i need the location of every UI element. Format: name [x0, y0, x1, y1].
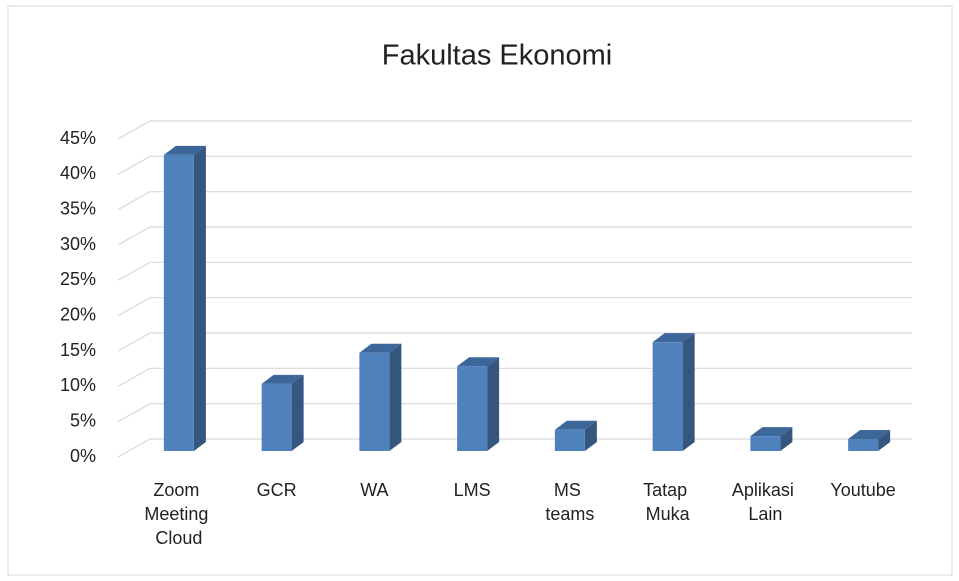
bar-side — [584, 420, 597, 451]
bar-group — [554, 420, 597, 451]
y-tick-label: 0% — [70, 446, 96, 466]
bar-top — [554, 420, 597, 430]
x-tick-label: Zoom Meeting Cloud — [144, 480, 213, 548]
bar — [848, 438, 879, 451]
bar — [359, 352, 390, 451]
bar-side — [487, 357, 500, 451]
grid-line — [117, 191, 912, 211]
bar — [750, 436, 781, 451]
x-tick-label: LMS — [454, 480, 491, 500]
bar — [261, 383, 292, 451]
y-tick-label: 20% — [60, 304, 96, 324]
bar-group — [652, 333, 695, 451]
bar — [652, 342, 683, 451]
bar-top — [457, 357, 500, 367]
bar-side — [780, 427, 793, 451]
x-tick-label: GCR — [257, 480, 297, 500]
bar-top — [359, 343, 402, 353]
grid-line — [117, 226, 912, 246]
bar — [163, 154, 194, 451]
grid-line — [117, 261, 912, 281]
bar-top — [652, 333, 695, 343]
y-tick-label: 15% — [60, 340, 96, 360]
y-tick-label: 10% — [60, 375, 96, 395]
bar — [457, 366, 488, 451]
bar-side — [291, 374, 304, 451]
y-tick-label: 45% — [60, 128, 96, 148]
bar-group — [359, 343, 402, 451]
y-tick-label: 30% — [60, 234, 96, 254]
bar-group — [848, 429, 891, 451]
bar-top — [261, 374, 304, 384]
y-tick-label: 40% — [60, 163, 96, 183]
grid-line — [117, 120, 912, 140]
bar-side — [878, 429, 891, 451]
x-tick-label: Youtube — [830, 480, 895, 500]
bar-group — [261, 374, 304, 451]
bar-top — [163, 145, 206, 155]
bar-side — [682, 333, 695, 451]
bar — [554, 429, 585, 451]
x-tick-label: Tatap Muka — [643, 480, 692, 524]
y-tick-label: 35% — [60, 198, 96, 218]
bar-group — [457, 357, 500, 451]
x-tick-label: Aplikasi Lain — [732, 480, 799, 524]
grid-line — [117, 297, 912, 317]
bar-group — [163, 145, 206, 451]
x-tick-label: WA — [360, 480, 388, 500]
grid-line — [117, 155, 912, 175]
grid-line — [117, 332, 912, 352]
chart-title: Fakultas Ekonomi — [382, 40, 613, 72]
bar-group — [750, 427, 793, 451]
y-tick-label: 25% — [60, 269, 96, 289]
bar-top — [750, 427, 793, 437]
y-tick-label: 5% — [70, 410, 96, 430]
bar-side — [193, 145, 206, 451]
bar-side — [389, 343, 402, 451]
x-tick-label: MS teams — [545, 480, 594, 524]
bar-top — [848, 429, 891, 439]
